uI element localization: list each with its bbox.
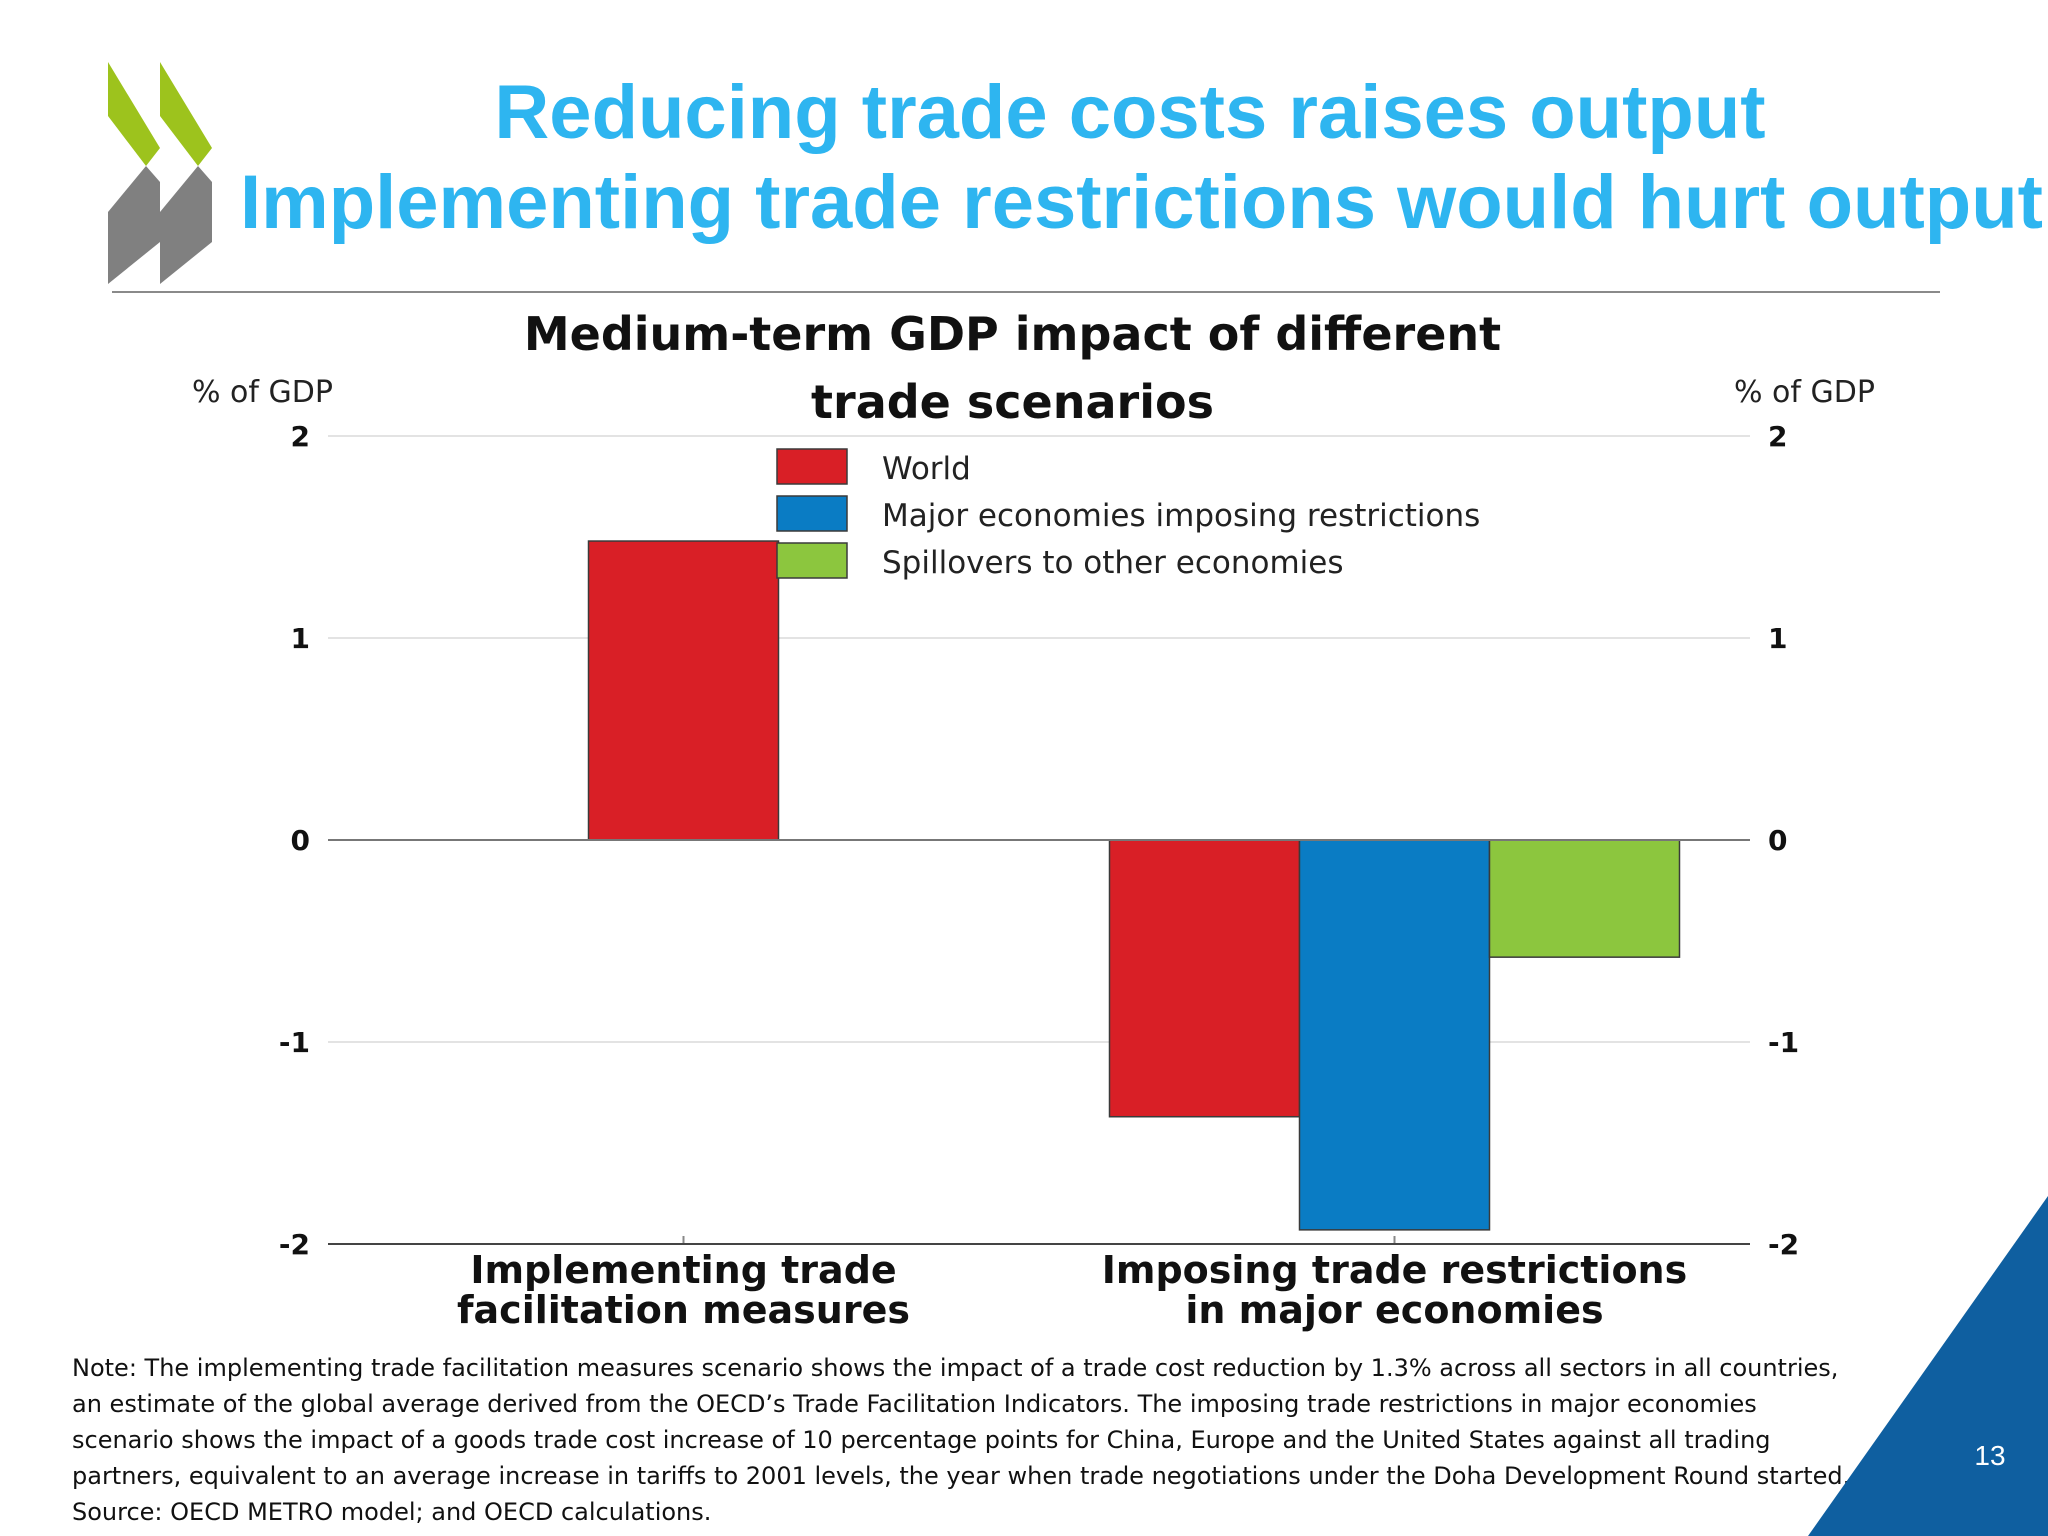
y-tick-left-4: -2 [279,1228,310,1261]
chart-title: Medium-term GDP impact of different trad… [470,300,1555,436]
legend-label-1: World [882,451,971,487]
bar-2-series-1 [1108,839,1301,1118]
page-number: 13 [1974,1440,2006,1471]
legend-swatch-2 [776,495,848,532]
y-tick-right-2: 0 [1768,824,1787,857]
legend-swatch-1 [776,448,848,485]
note-line-2: an estimate of the global average derive… [72,1390,1757,1418]
note-source-line: Source: OECD METRO model; and OECD calcu… [72,1498,712,1526]
logo-green-chevron-left [108,62,160,166]
y-tick-right-3: -1 [1768,1026,1799,1059]
y-tick-left-2: 0 [291,824,310,857]
title-divider [112,291,1940,293]
gdp-impact-chart: 2 2 1 1 0 0 -1 -1 -2 -2 % of GDP % of GDP Implementi… [192,375,1875,1332]
chart-title-line-1: Medium-term GDP impact of different [523,307,1502,361]
corner-decoration [1808,1196,2048,1536]
slide-title: Reducing trade costs raises output Imple… [240,68,2043,248]
legend-label-3: Spillovers to other economies [882,545,1343,581]
logo-gray-chevron-right [160,166,212,284]
y-tick-left-1: 1 [291,622,310,655]
corner-triangle [1808,1196,2048,1536]
logo-gray-chevron-left [108,166,160,284]
bar-1-series-1 [587,540,780,841]
legend-swatch-3 [776,542,848,579]
note-line-3: scenario shows the impact of a goods tra… [72,1426,1771,1454]
legend-label-2: Major economies imposing restrictions [882,498,1480,534]
y-axis-label-left: % of GDP [192,375,333,410]
y-tick-right-1: 1 [1768,622,1787,655]
chart-note: Note: The implementing trade facilitatio… [72,1350,1872,1530]
slide-title-line-2: Implementing trade restrictions would hu… [240,160,2043,245]
bar-2-series-2 [1298,839,1491,1231]
oecd-logo-icon [108,62,212,284]
note-line-4: partners, equivalent to an average incre… [72,1462,1851,1490]
category-label-2-line-1: Imposing trade restrictions [1102,1248,1687,1292]
y-tick-right-4: -2 [1768,1228,1799,1261]
y-tick-left-3: -1 [279,1026,310,1059]
logo-green-chevron-right [160,62,212,166]
category-label-1-line-2: facilitation measures [457,1288,910,1332]
y-axis-label-right: % of GDP [1734,375,1875,410]
bar-2-series-3 [1488,839,1681,958]
category-label-1-line-1: Implementing trade [470,1248,896,1292]
chart-title-line-2: trade scenarios [811,375,1214,429]
y-tick-right-0: 2 [1768,420,1787,453]
y-tick-left-0: 2 [291,420,310,453]
category-label-2-line-2: in major economies [1185,1288,1603,1332]
slide-title-line-1: Reducing trade costs raises output [494,70,1766,155]
note-line-1: Note: The implementing trade facilitatio… [72,1354,1839,1382]
